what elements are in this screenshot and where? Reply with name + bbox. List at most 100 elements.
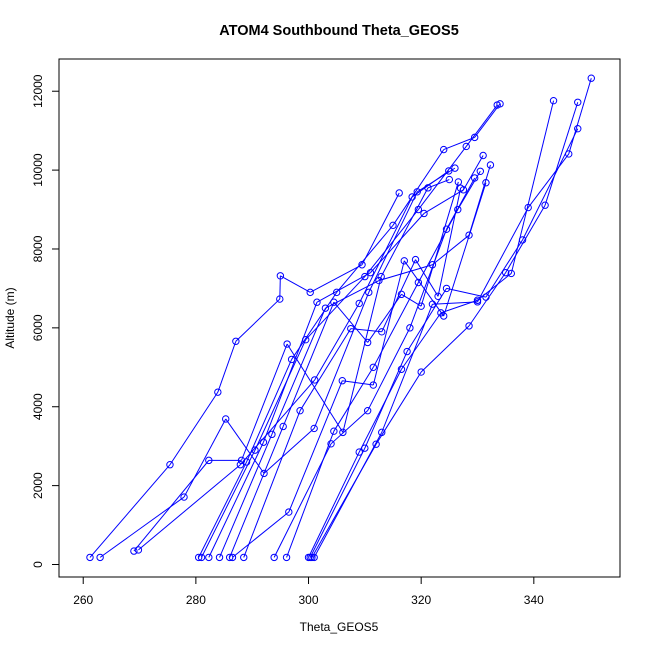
- data-point: [215, 553, 224, 562]
- series-line-segment: [375, 371, 422, 445]
- series-line-segment: [417, 146, 467, 210]
- data-point: [378, 328, 386, 336]
- data-point: [524, 203, 532, 212]
- series-line-segment: [208, 442, 264, 558]
- data-point: [365, 288, 373, 297]
- data-point: [130, 547, 138, 555]
- y-tick-label: 0: [31, 561, 45, 568]
- data-point: [479, 151, 487, 160]
- data-point: [236, 461, 245, 469]
- series-line-segment: [314, 303, 360, 381]
- data-point: [397, 290, 406, 299]
- series-line-segment: [183, 418, 227, 498]
- data-point: [311, 376, 319, 384]
- series-line-segment: [364, 351, 408, 449]
- data-point: [134, 546, 143, 554]
- series-line-segment: [316, 272, 371, 303]
- data-series: [205, 151, 487, 562]
- series-line-segment: [308, 451, 360, 558]
- series-line-segment: [527, 153, 570, 208]
- series-line-segment: [406, 288, 447, 352]
- data-point: [465, 231, 473, 239]
- data-point: [197, 553, 206, 562]
- data-point: [470, 133, 479, 142]
- series-line-segment: [263, 428, 315, 474]
- data-point: [355, 299, 363, 308]
- data-point: [296, 406, 304, 415]
- series-line-segment: [313, 432, 383, 558]
- data-point: [476, 167, 485, 175]
- series-line-segment: [417, 209, 459, 283]
- series-line-segment: [468, 272, 507, 327]
- data-point: [347, 324, 355, 333]
- series-line-segment: [443, 136, 475, 151]
- series-line-segment: [219, 434, 273, 558]
- series-line-segment: [370, 213, 425, 273]
- series-line-segment: [378, 264, 433, 282]
- data-point: [493, 101, 501, 109]
- x-tick-label: 320: [411, 593, 431, 607]
- data-point: [574, 98, 582, 106]
- data-point: [507, 269, 515, 278]
- data-point: [310, 424, 318, 433]
- series-line-segment: [446, 287, 487, 298]
- series-line-segment: [282, 302, 335, 427]
- x-tick-label: 260: [73, 593, 93, 607]
- data-point: [276, 272, 285, 280]
- data-point: [283, 340, 291, 348]
- data-point: [306, 288, 314, 297]
- series-line-segment: [372, 260, 405, 386]
- series-line-segment: [485, 239, 523, 298]
- data-point: [414, 278, 423, 287]
- series-line-segment: [89, 464, 171, 558]
- data-point: [369, 363, 377, 371]
- data-point: [445, 167, 453, 175]
- data-point: [86, 553, 94, 562]
- data-point: [389, 221, 397, 230]
- data-point: [363, 338, 372, 347]
- series-line-segment: [305, 276, 366, 341]
- series-line-segment: [309, 264, 363, 293]
- series-line-segment: [288, 380, 343, 513]
- data-point: [330, 427, 338, 435]
- data-series: [96, 164, 459, 562]
- series-line-segment: [522, 128, 579, 241]
- series-line-segment: [361, 192, 400, 265]
- series-line-segment: [217, 341, 237, 393]
- data-series: [310, 74, 595, 562]
- series-line-segment: [367, 327, 411, 411]
- data-point: [465, 322, 473, 330]
- series-line-segment: [420, 325, 470, 373]
- y-axis: 0 2000 4000 6000 8000 10000 12000: [31, 74, 60, 568]
- series-line-segment: [138, 464, 241, 551]
- series-line-segment: [381, 304, 433, 433]
- series-line-segment: [254, 339, 307, 451]
- data-point: [270, 553, 278, 562]
- data-point: [454, 205, 462, 214]
- data-point: [363, 406, 372, 415]
- series-line-segment: [198, 461, 248, 558]
- data-series: [240, 184, 465, 562]
- series-line-segment: [342, 380, 374, 386]
- data-point: [338, 377, 347, 385]
- series-line-segment: [462, 155, 484, 191]
- data-point: [361, 444, 369, 452]
- y-tick-label: 2000: [31, 472, 45, 499]
- series-line-segment: [427, 179, 450, 189]
- data-point: [574, 124, 582, 133]
- series-line-segment: [411, 170, 450, 198]
- series-line-segment: [432, 301, 478, 305]
- data-point: [549, 96, 558, 105]
- data-point: [330, 298, 338, 306]
- data-series: [215, 161, 495, 562]
- series-line-segment: [372, 282, 419, 368]
- data-point: [442, 284, 451, 293]
- y-tick-label: 8000: [31, 235, 45, 262]
- data-point: [228, 553, 237, 562]
- series-line-segment: [380, 187, 429, 277]
- series-line-segment: [401, 293, 422, 307]
- series-line-segment: [432, 234, 470, 266]
- series-line-segment: [409, 229, 447, 329]
- data-point: [205, 456, 213, 465]
- data-point: [310, 553, 318, 562]
